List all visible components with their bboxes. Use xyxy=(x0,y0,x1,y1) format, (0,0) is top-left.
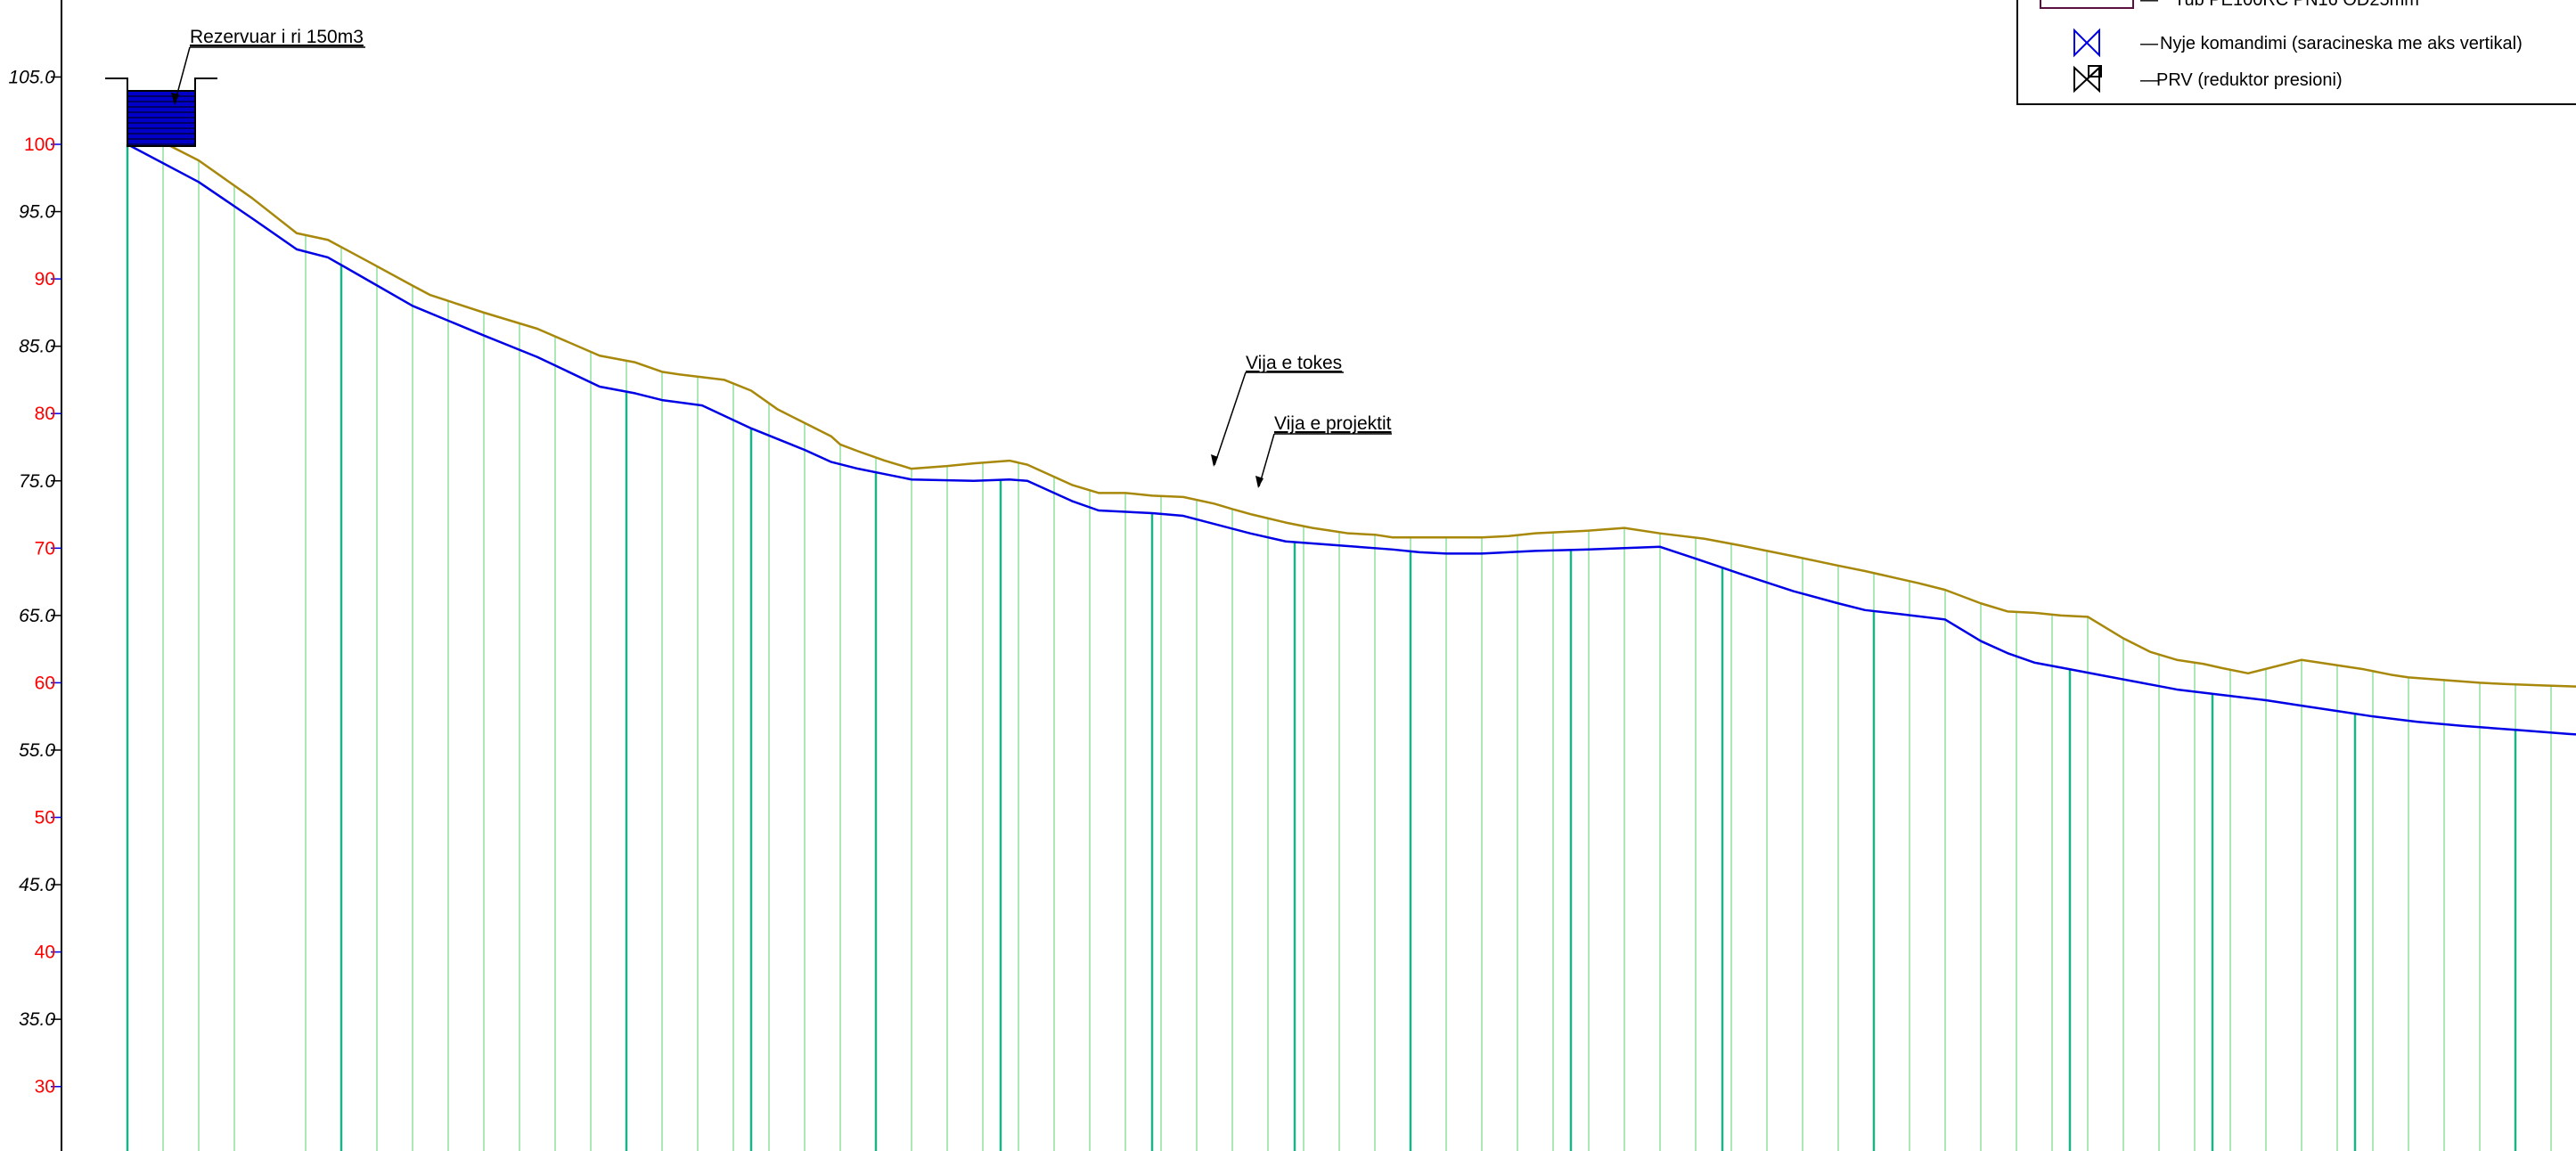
legend-frame xyxy=(2016,0,2576,105)
station-lines xyxy=(126,124,2552,1151)
y-tick-label: 55.0 xyxy=(19,740,55,761)
y-tick-label: 90 xyxy=(35,269,55,290)
pressure-reducing-valve-icon xyxy=(2073,65,2102,94)
y-tick-label: 70 xyxy=(35,538,55,559)
legend-prv-label: PRV (reduktor presioni) xyxy=(2156,70,2343,90)
y-tick-label: 45.0 xyxy=(19,875,55,895)
legend-prv-dash: — xyxy=(2140,70,2158,90)
y-axis-ticks: 105.0 100 95.0 90 85.0 80 75.0 70 65.0 60 55.0 50 45… xyxy=(8,67,61,1098)
annotation-project: Vija e projektit xyxy=(1255,413,1392,488)
legend-valve-dash: — xyxy=(2140,34,2158,53)
annotation-project-label: Vija e projektit xyxy=(1274,413,1392,434)
reservoir-outline xyxy=(105,78,217,92)
reservoir-hatch xyxy=(127,95,195,145)
legend-item-prv: — PRV (reduktor presioni) xyxy=(2073,65,2343,94)
y-tick-label: 65.0 xyxy=(19,606,55,626)
profile-lines xyxy=(127,123,2576,736)
annotation-ground-arrow xyxy=(1214,371,1247,466)
y-tick-label: 100 xyxy=(24,135,55,155)
y-tick-label: 80 xyxy=(35,404,55,424)
legend-valve-label: Nyje komandimi (saracineska me aks verti… xyxy=(2160,34,2523,53)
legend-pipe-label: Tub PE100RC PN16 OD25mm xyxy=(2174,0,2419,10)
ground-line xyxy=(127,123,2576,688)
annotation-project-arrow xyxy=(1258,433,1275,487)
annotation-ground: Vija e tokes xyxy=(1211,353,1344,467)
annotation-reservoir: Rezervuar i ri 150m3 xyxy=(171,27,365,105)
legend-item-pipe: — Tub PE100RC PN16 OD25mm xyxy=(2040,0,2419,10)
legend: — Tub PE100RC PN16 OD25mm — Nyje komandi… xyxy=(2016,0,2576,105)
y-tick-label: 35.0 xyxy=(19,1009,55,1030)
y-tick-label: 40 xyxy=(35,943,55,963)
annotation-reservoir-label: Rezervuar i ri 150m3 xyxy=(190,27,364,47)
y-tick-label: 60 xyxy=(35,673,55,693)
y-tick-label: 75.0 xyxy=(19,471,55,492)
y-tick-label: 105.0 xyxy=(8,67,55,87)
annotation-ground-arrowhead xyxy=(1211,454,1218,467)
annotation-reservoir-arrowhead xyxy=(171,93,179,105)
gate-valve-icon xyxy=(2073,28,2100,58)
y-tick-label: 30 xyxy=(35,1077,55,1098)
annotation-project-arrowhead xyxy=(1255,476,1263,488)
pipe-symbol-icon xyxy=(2040,0,2134,9)
legend-item-valve: — Nyje komandimi (saracineska me aks ver… xyxy=(2073,28,2523,58)
annotation-ground-label: Vija e tokes xyxy=(1246,353,1342,373)
reservoir-symbol xyxy=(105,78,217,147)
reservoir-tank xyxy=(127,90,196,147)
legend-pipe-dash: — xyxy=(2140,0,2158,10)
y-tick-label: 50 xyxy=(35,808,55,829)
project-line xyxy=(127,143,2576,736)
y-tick-label: 95.0 xyxy=(19,202,55,223)
annotation-reservoir-arrow xyxy=(174,46,191,104)
y-tick-label: 85.0 xyxy=(19,337,55,357)
